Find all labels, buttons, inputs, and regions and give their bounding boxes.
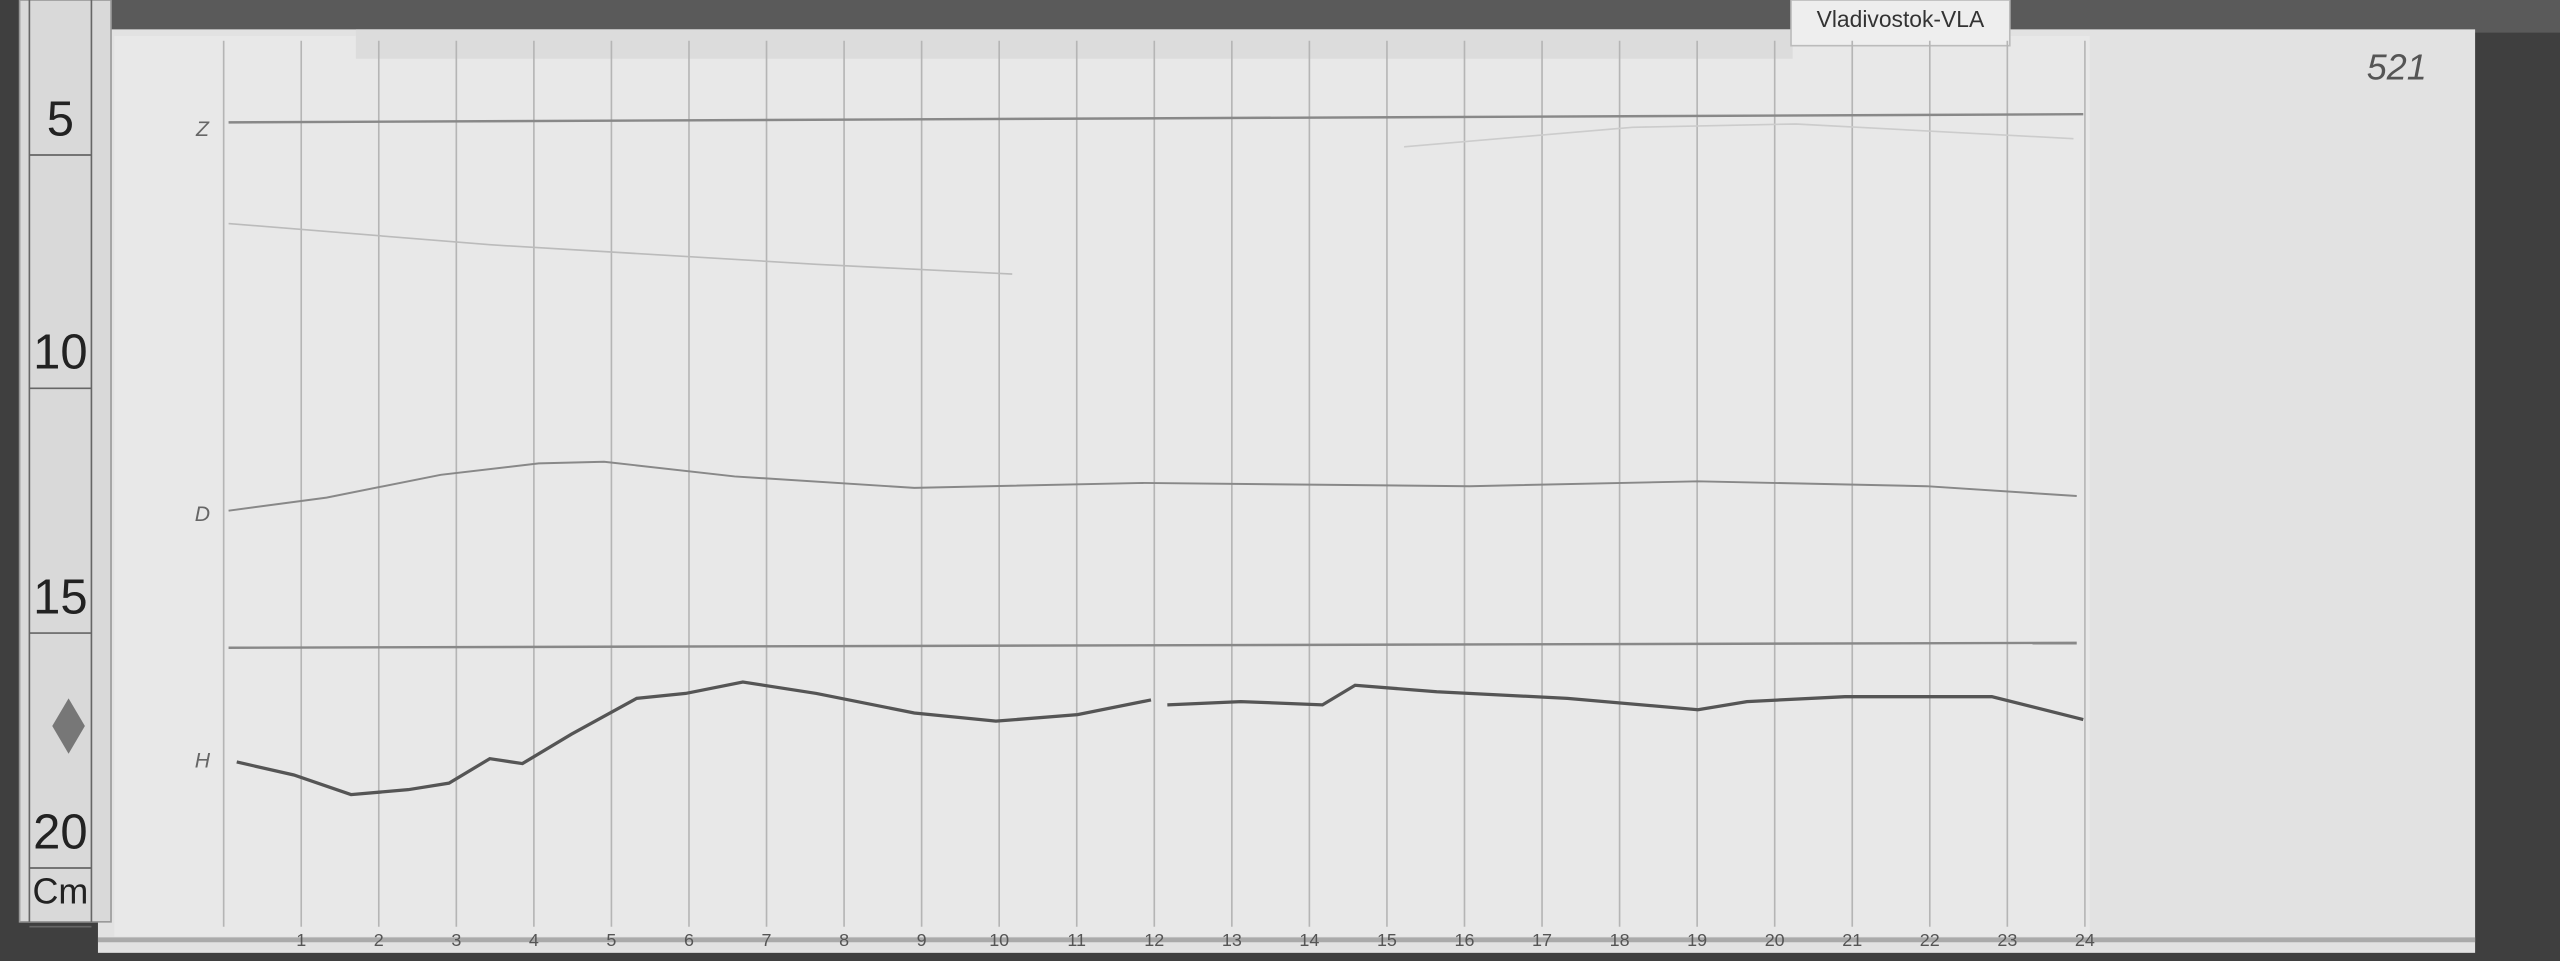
board-edge (97, 0, 2560, 33)
hour-label: 8 (839, 930, 849, 950)
hour-label: 22 (1920, 930, 1940, 950)
sheet-number: 521 (2367, 48, 2427, 88)
hour-label: 19 (1687, 930, 1707, 950)
hour-label: 23 (1997, 930, 2017, 950)
z-trace (1404, 123, 2074, 148)
hour-label: 6 (684, 930, 694, 950)
hour-label: 24 (2075, 930, 2095, 950)
d-trace (228, 460, 2077, 512)
ruler-label: 5 (47, 92, 74, 146)
trace-label: Z (195, 118, 210, 141)
hour-label: 4 (529, 930, 539, 950)
hour-label: 1 (296, 930, 306, 950)
ruler-label: Cm (32, 872, 88, 912)
hour-label: 9 (917, 930, 927, 950)
hour-label: 5 (606, 930, 616, 950)
h-trace (236, 680, 1152, 797)
hour-label: 17 (1532, 930, 1552, 950)
label-box (1790, 0, 2011, 47)
h-baseline (228, 641, 2077, 649)
hour-label: 18 (1610, 930, 1630, 950)
hour-label: 7 (762, 930, 772, 950)
t-trace (228, 222, 1013, 275)
hour-label: 10 (989, 930, 1009, 950)
hour-label: 20 (1765, 930, 1785, 950)
hour-label: 11 (1067, 930, 1086, 950)
hour-label: 16 (1455, 930, 1475, 950)
hour-label: 3 (451, 930, 461, 950)
hour-label: 13 (1222, 930, 1242, 950)
h-trace (1167, 683, 2084, 722)
ruler-label: 20 (33, 805, 87, 859)
station-label: Vladivostok-VLA (1817, 6, 1985, 32)
chart-area (114, 35, 2090, 937)
trace-label: H (195, 750, 211, 773)
ruler-label: 15 (33, 570, 87, 624)
hour-label: 21 (1842, 930, 1862, 950)
hour-label: 15 (1377, 930, 1397, 950)
paper-strip (355, 29, 1793, 59)
hour-label: 14 (1299, 930, 1319, 950)
hour-label: 2 (374, 930, 384, 950)
hour-label: 12 (1144, 930, 1164, 950)
z-baseline (228, 112, 2084, 124)
ruler (18, 0, 112, 923)
ruler-label: 10 (33, 326, 87, 380)
trace-label: D (195, 503, 210, 526)
